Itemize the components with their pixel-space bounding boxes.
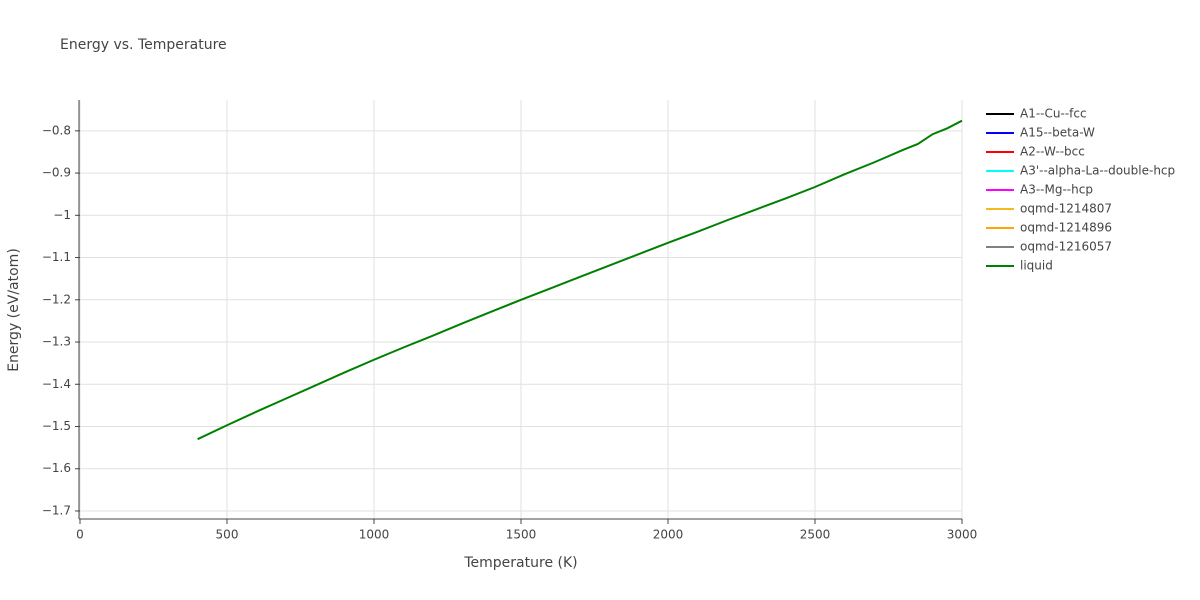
legend-label: A1--Cu--fcc [1020,107,1087,121]
legend-label: liquid [1020,259,1053,273]
legend-label: oqmd-1214896 [1020,221,1112,235]
legend-label: oqmd-1216057 [1020,240,1112,254]
y-tick-label: −0.8 [42,123,71,137]
legend-label: A2--W--bcc [1020,145,1085,159]
y-tick-label: −0.9 [42,166,71,180]
y-tick-label: −1.2 [42,292,71,306]
y-tick-label: −1 [53,208,71,222]
x-tick-label: 3000 [947,528,978,542]
legend-label: A3'--alpha-La--double-hcp [1020,164,1175,178]
legend-label: A15--beta-W [1020,126,1095,140]
x-tick-label: 500 [216,528,239,542]
y-tick-label: −1.3 [42,335,71,349]
x-tick-label: 2500 [800,528,831,542]
x-tick-label: 0 [76,528,84,542]
y-tick-label: −1.7 [42,503,71,517]
legend-label: A3--Mg--hcp [1020,183,1093,197]
y-tick-label: −1.1 [42,250,71,264]
x-axis-title: Temperature (K) [463,555,577,571]
legend-label: oqmd-1214807 [1020,202,1112,216]
y-tick-label: −1.4 [42,377,71,391]
chart-title: Energy vs. Temperature [60,37,227,53]
y-tick-label: −1.6 [42,461,71,475]
y-axis-title: Energy (eV/atom) [6,248,22,372]
y-tick-label: −1.5 [42,419,71,433]
x-tick-label: 1000 [359,528,390,542]
series-line [197,119,963,441]
x-tick-label: 2000 [653,528,684,542]
x-tick-label: 1500 [506,528,537,542]
